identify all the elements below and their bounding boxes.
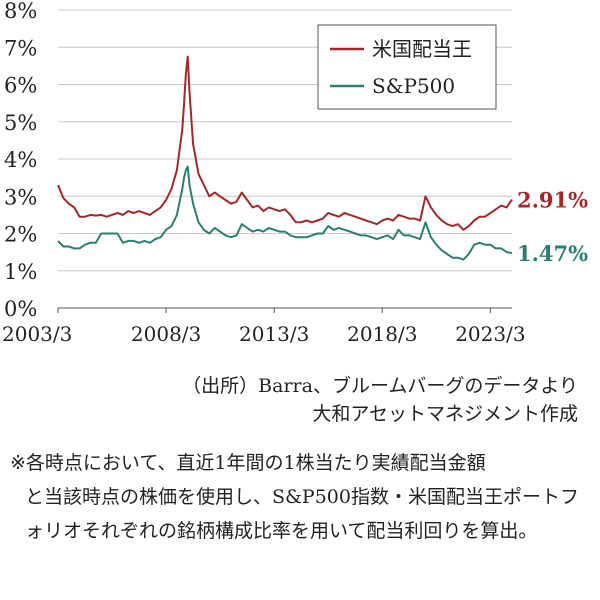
source-line-1: （出所）Barra、ブルームバーグのデータより [182,375,578,397]
source-line-2: 大和アセットマネジメント作成 [312,403,578,425]
y-tick-label: 4% [4,148,37,172]
note-line-1: 各時点において、直近1年間の1株当たり実績配当金額 [25,452,486,474]
series-line-sp500 [57,165,513,261]
x-tick-label: 2008/3 [131,322,201,346]
x-axis: 2003/3 2008/3 2013/3 2018/3 2023/3 [2,308,526,346]
legend: 米国配当王 S&P500 [317,24,497,110]
dividend-yield-chart: 0% 1% 2% 3% 4% 5% 6% 7% 8% 2003/3 2008/3 2013/3 201… [2,0,588,346]
source-note: （出所）Barra、ブルームバーグのデータより 大和アセットマネジメント作成 [182,372,578,428]
y-tick-label: 0% [4,297,37,321]
series-line-dividend-kings [57,55,513,231]
y-tick-label: 3% [4,185,37,209]
y-tick-label: 7% [4,36,37,60]
legend-box [317,24,497,110]
y-tick-label: 2% [4,223,37,247]
y-tick-label: 1% [4,260,37,284]
note-rest: と当該時点の株価を使用し、S&P500指数・米国配当王ポートフォリオそれぞれの銘… [25,486,579,542]
end-label-sp500: 1.47% [517,241,588,266]
methodology-note: ※ 各時点において、直近1年間の1株当たり実績配当金額 と当該時点の株価を使用し… [10,446,595,548]
end-labels: 2.91% 1.47% [517,188,588,267]
gridlines [58,9,512,309]
y-tick-label: 5% [4,111,37,135]
y-axis: 0% 1% 2% 3% 4% 5% 6% 7% 8% [4,0,37,321]
x-tick-label: 2023/3 [455,322,525,346]
x-tick-label: 2013/3 [239,322,309,346]
y-tick-label: 8% [4,0,37,23]
legend-label-dividend-kings: 米国配当王 [372,37,472,61]
end-label-dividend-kings: 2.91% [517,188,588,213]
legend-label-sp500: S&P500 [372,74,455,98]
series-lines [57,55,513,261]
x-tick-label: 2003/3 [2,322,72,346]
x-tick-label: 2018/3 [347,322,417,346]
note-mark: ※ [10,452,26,474]
y-tick-label: 6% [4,74,37,98]
